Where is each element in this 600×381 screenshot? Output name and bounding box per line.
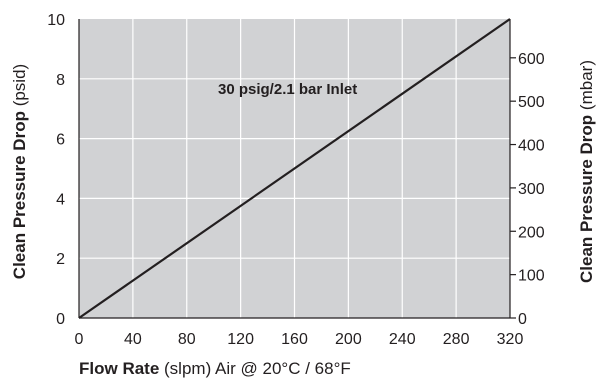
x-axis-label-main: Flow Rate xyxy=(79,359,159,378)
chart-annotation: 30 psig/2.1 bar Inlet xyxy=(218,81,357,98)
y2-tick-label: 400 xyxy=(518,138,545,155)
y-tick-label: 2 xyxy=(56,251,65,268)
series-line xyxy=(78,18,511,319)
x-tick-label: 80 xyxy=(178,331,196,348)
y-tick-label: 10 xyxy=(47,12,65,29)
y-axis-label: Clean Pressure Drop (psid) xyxy=(10,64,29,279)
y2-axis-label-unit: (mbar) xyxy=(577,60,596,115)
y-axis-label-main: Clean Pressure Drop xyxy=(10,111,29,279)
y2-axis-label: Clean Pressure Drop (mbar) xyxy=(577,60,596,283)
grid-lines xyxy=(79,19,510,318)
series-group xyxy=(78,18,511,319)
x-tick-label: 0 xyxy=(75,331,84,348)
x-axis-label-unit: (slpm) Air @ 20°C / 68°F xyxy=(159,359,350,378)
x-tick-label: 320 xyxy=(497,331,524,348)
y-tick-label: 0 xyxy=(56,311,65,328)
y2-tick-label: 500 xyxy=(518,94,545,111)
y-axis-label-unit: (psid) xyxy=(10,64,29,111)
x-tick-label: 120 xyxy=(227,331,254,348)
axes xyxy=(78,19,516,319)
y-tick-labels: 0 2 4 6 8 10 xyxy=(47,12,65,328)
y2-axis-label-main: Clean Pressure Drop xyxy=(577,115,596,283)
x-tick-label: 280 xyxy=(443,331,470,348)
y2-tick-labels: 0 100 200 300 400 500 600 xyxy=(518,51,545,328)
y-tick-label: 8 xyxy=(56,72,65,89)
y-tick-label: 4 xyxy=(56,191,65,208)
y-tick-label: 6 xyxy=(56,132,65,149)
x-tick-label: 240 xyxy=(389,331,416,348)
x-tick-label: 200 xyxy=(335,331,362,348)
y2-tick-label: 600 xyxy=(518,51,545,68)
y2-tick-label: 300 xyxy=(518,181,545,198)
y2-tick-label: 100 xyxy=(518,268,545,285)
x-tick-label: 160 xyxy=(281,331,308,348)
x-tick-labels: 0 40 80 120 160 200 240 280 320 xyxy=(75,331,524,348)
x-axis-label: Flow Rate (slpm) Air @ 20°C / 68°F xyxy=(79,359,351,378)
y2-tick-label: 200 xyxy=(518,224,545,241)
x-tick-label: 40 xyxy=(124,331,142,348)
y2-tick-label: 0 xyxy=(518,311,527,328)
